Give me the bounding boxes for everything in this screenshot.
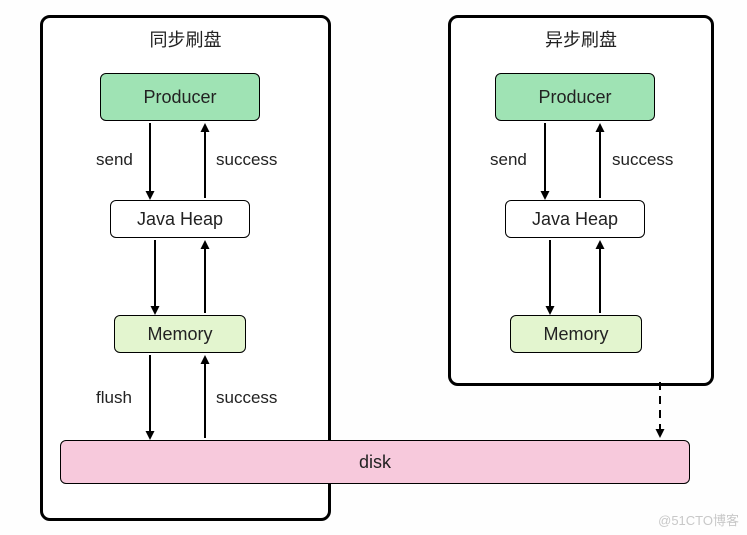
watermark: @51CTO博客 <box>658 510 739 529</box>
left-memory-box: Memory <box>114 315 246 353</box>
right-producer-box: Producer <box>495 73 655 121</box>
right-success-label: success <box>612 150 673 170</box>
right-producer-label: Producer <box>538 87 611 108</box>
right-memory-label: Memory <box>543 324 608 345</box>
right-heap-box: Java Heap <box>505 200 645 238</box>
left-success2-label: success <box>216 388 277 408</box>
right-send-label: send <box>490 150 527 170</box>
left-producer-box: Producer <box>100 73 260 121</box>
left-success1-label: success <box>216 150 277 170</box>
left-flush-label: flush <box>96 388 132 408</box>
right-heap-label: Java Heap <box>532 209 618 230</box>
disk-box: disk <box>60 440 690 484</box>
left-send-label: send <box>96 150 133 170</box>
left-heap-box: Java Heap <box>110 200 250 238</box>
left-memory-label: Memory <box>147 324 212 345</box>
left-producer-label: Producer <box>143 87 216 108</box>
right-memory-box: Memory <box>510 315 642 353</box>
left-panel-title: 同步刷盘 <box>43 26 328 52</box>
disk-label: disk <box>359 452 391 473</box>
right-panel-title: 异步刷盘 <box>451 26 711 52</box>
left-heap-label: Java Heap <box>137 209 223 230</box>
diagram-canvas: 同步刷盘 异步刷盘 Producer Java Heap Memory Prod… <box>0 0 747 535</box>
